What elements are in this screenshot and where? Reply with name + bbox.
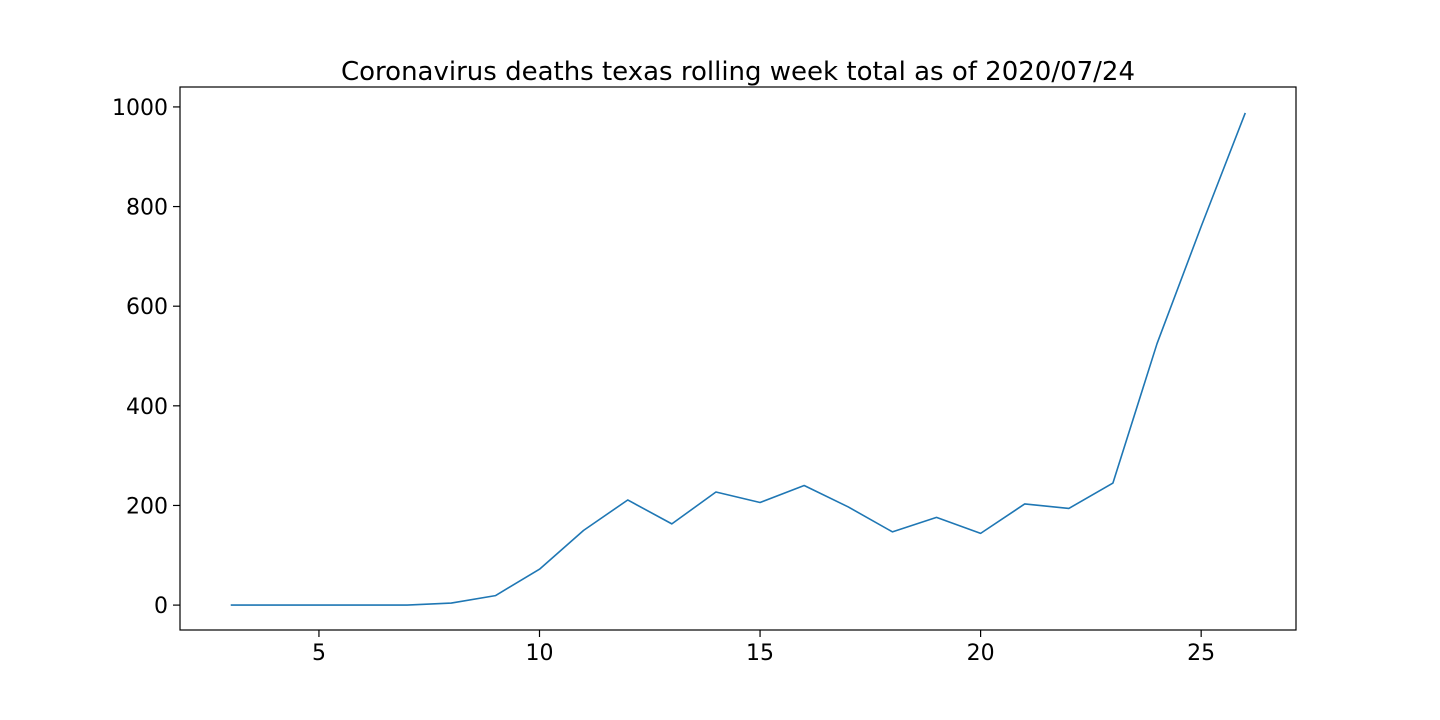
plot-area [230,112,1247,606]
x-axis: 5 10 15 20 25 [312,630,1215,666]
y-tick-label: 0 [154,594,168,619]
x-tick-label: 25 [1187,641,1215,666]
x-tick-label: 10 [526,641,554,666]
y-axis: 0 200 400 600 800 1000 [112,96,180,619]
y-tick-label: 600 [126,295,168,320]
chart-title: Coronavirus deaths texas rolling week to… [341,57,1135,87]
x-tick-label: 5 [312,641,326,666]
y-tick-label: 1000 [112,96,168,121]
series-line-0 [230,112,1247,606]
y-tick-label: 200 [126,494,168,519]
y-tick-label: 400 [126,395,168,420]
y-tick-label: 800 [126,196,168,221]
axes-frame [179,86,1297,631]
x-tick-label: 20 [967,641,995,666]
x-tick-label: 15 [746,641,774,666]
